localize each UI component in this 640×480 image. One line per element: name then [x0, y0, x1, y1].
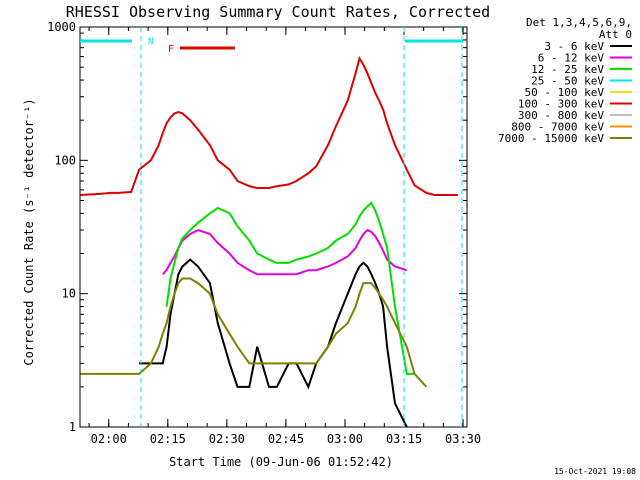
y-axis-label: Corrected Count Rate (s⁻¹ detector⁻¹) — [22, 98, 36, 365]
y-axis-label-group: Corrected Count Rate (s⁻¹ detector⁻¹) — [22, 98, 36, 365]
y-tick-label-2: 10 — [62, 287, 76, 301]
x-tick-label-4: 02:45 — [268, 432, 304, 446]
legend-label-8: 800 - 7000 keV — [511, 121, 604, 134]
x-axis-label: Start Time (09-Jun-06 01:52:42) — [169, 455, 393, 469]
legend-label-6: 100 - 300 keV — [518, 98, 604, 111]
legend-label-9: 7000 - 15000 keV — [498, 132, 604, 145]
series-line-1 — [139, 258, 408, 428]
legend-label-1: 3 - 6 keV — [544, 40, 604, 53]
legend-header-line-1: Det 1,3,4,5,6,9, — [526, 16, 632, 29]
series-line-6 — [79, 56, 458, 196]
legend-label-4: 25 - 50 keV — [531, 75, 604, 88]
y-tick-label-1: 1 — [69, 420, 76, 434]
night-flag-label: N — [148, 37, 153, 47]
legend-label-3: 12 - 25 keV — [531, 63, 604, 76]
chart-title: RHESSI Observing Summary Count Rates, Co… — [66, 3, 490, 21]
legend-label-2: 6 - 12 keV — [538, 52, 605, 65]
y-tick-label-4: 1000 — [47, 20, 76, 34]
x-tick-label-1: 02:00 — [91, 432, 127, 446]
series-line-3 — [165, 201, 415, 375]
legend-header-line-2: Att 0 — [599, 28, 632, 41]
y-tick-label-3: 100 — [54, 153, 76, 167]
x-tick-label-5: 03:00 — [327, 432, 363, 446]
legend-label-7: 300 - 800 keV — [518, 109, 604, 122]
x-axis-ticks: 02:00 02:15 02:30 02:45 03:00 03:15 03:30 — [88, 27, 481, 446]
y-axis-ticks: 1 10 100 1000 — [47, 20, 467, 434]
series-line-9 — [80, 277, 428, 388]
series-line-2 — [161, 228, 408, 276]
plot-area — [79, 56, 458, 428]
flare-flag-label: F — [168, 44, 174, 55]
date-stamp: 15-Oct-2021 19:08 — [554, 467, 636, 476]
legend-label-5: 50 - 100 keV — [525, 86, 605, 99]
x-tick-label-7: 03:30 — [445, 432, 481, 446]
x-tick-label-3: 02:30 — [209, 432, 245, 446]
x-tick-label-2: 02:15 — [150, 432, 186, 446]
observing-flags: NF — [80, 27, 463, 427]
x-tick-label-6: 03:15 — [386, 432, 422, 446]
plot-frame — [79, 26, 468, 428]
